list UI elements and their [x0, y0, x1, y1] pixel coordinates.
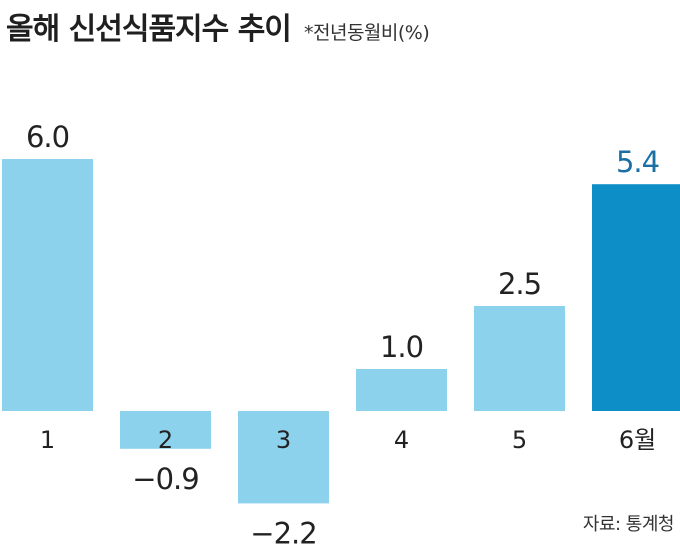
chart-subtitle: *전년동월비(%)	[303, 22, 430, 44]
value-label: 6.0	[26, 120, 69, 154]
chart-header: 올해 신선식품지수 추이 *전년동월비(%)	[6, 4, 430, 48]
category-label: 2	[158, 426, 173, 454]
category-label: 5	[512, 426, 527, 454]
bar-4	[356, 369, 447, 411]
bar-2	[120, 411, 211, 449]
value-label: −2.2	[250, 516, 316, 550]
bar-3	[238, 411, 329, 504]
value-label: −0.9	[132, 462, 198, 496]
value-label: 5.4	[616, 145, 659, 179]
chart-title: 올해 신선식품지수 추이	[6, 12, 292, 47]
bar-6월	[592, 184, 680, 411]
category-label: 4	[394, 426, 409, 454]
bar-1	[2, 159, 93, 411]
category-label: 6월	[619, 426, 656, 454]
bar-5	[474, 306, 565, 411]
source-note: 자료: 통계청	[582, 514, 675, 535]
value-label: 1.0	[380, 330, 423, 364]
category-label: 3	[276, 426, 291, 454]
category-label: 1	[40, 426, 55, 454]
value-label: 2.5	[498, 267, 541, 301]
